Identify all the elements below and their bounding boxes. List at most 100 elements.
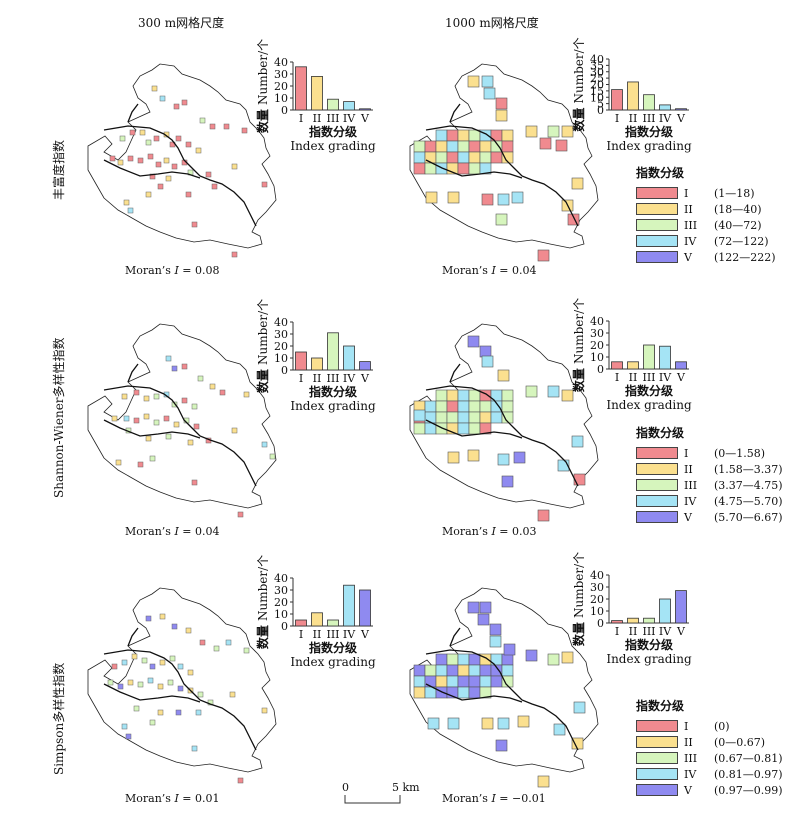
grid-cell: [165, 355, 172, 362]
grid-cell: [223, 123, 230, 130]
grid-cell: [195, 147, 202, 154]
bar: [327, 332, 339, 371]
grid-cell: [199, 639, 206, 646]
x-tick-label: IV: [659, 112, 672, 125]
grid-cell: [175, 709, 182, 716]
grid-cell: [111, 415, 118, 422]
legend-swatch: [636, 463, 678, 475]
bar: [359, 589, 371, 627]
bar: [311, 76, 323, 111]
grid-cell: [127, 155, 134, 162]
y-tick-label: 15: [590, 85, 604, 98]
grid-cell: [467, 601, 480, 614]
grid-cell: [481, 355, 494, 368]
y-axis-label: 数量 Number/个: [571, 298, 586, 392]
district-boundary: [103, 683, 201, 703]
grid-cell: [517, 715, 530, 728]
grid-cell: [171, 163, 178, 170]
y-tick-label: 30: [274, 584, 288, 597]
grid-cell: [177, 663, 184, 670]
grid-cell: [567, 213, 580, 226]
grid-cell: [539, 137, 552, 150]
grid-cell: [447, 717, 460, 730]
x-axis-label: 指数分级: [309, 640, 357, 655]
legend-swatch: [636, 495, 678, 507]
district-boundary: [449, 627, 461, 647]
grid-cell: [425, 191, 438, 204]
district-boundary: [103, 419, 201, 439]
grid-cell: [149, 663, 156, 670]
grid-cell: [191, 479, 198, 486]
grid-cell: [525, 649, 538, 662]
grid-cell: [501, 151, 514, 164]
bar: [675, 590, 687, 624]
grid-cell: [479, 162, 492, 175]
bar: [311, 612, 323, 627]
district-boundary: [449, 363, 461, 383]
grid-cell: [171, 365, 178, 372]
bar: [343, 345, 355, 371]
grid-cell: [269, 453, 276, 460]
grid-cell: [149, 455, 156, 462]
x-tick-label: IV: [659, 371, 672, 384]
x-tick-label: I: [615, 371, 619, 384]
grid-cell: [561, 389, 574, 402]
grid-cell: [133, 389, 140, 396]
grid-cell: [241, 127, 248, 134]
grid-cell: [525, 125, 538, 138]
grid-cell: [199, 117, 206, 124]
bar: [295, 619, 307, 627]
grid-cell: [145, 191, 152, 198]
grid-cell: [225, 639, 232, 646]
bar: [611, 89, 623, 111]
morans-i-label: Moran’s I = 0.01: [125, 792, 220, 805]
grid-cell: [537, 775, 550, 788]
grid-cell: [157, 683, 164, 690]
grid-cell: [191, 221, 198, 228]
y-tick-label: 5: [597, 98, 604, 111]
y-tick-label: 30: [274, 328, 288, 341]
grid-cell: [489, 623, 502, 636]
district-boundary: [449, 103, 461, 123]
grid-cell: [175, 135, 182, 142]
district-boundary: [425, 125, 579, 227]
y-tick-label: 0: [597, 104, 604, 117]
x-tick-label: V: [676, 112, 686, 125]
grid-cell: [495, 109, 508, 122]
district-map: [87, 587, 277, 784]
grid-cell: [211, 183, 218, 190]
grid-cell: [137, 461, 144, 468]
legend: 指数分级 I (1—18) II (18—40) III (40—72) IV (72—…: [636, 164, 776, 265]
grid-cell: [553, 723, 566, 736]
legend-item: IV (72—122): [636, 233, 776, 249]
grid-cell: [231, 163, 238, 170]
y-tick-label: 0: [281, 104, 288, 117]
legend-swatch: [636, 447, 678, 459]
bar: [659, 598, 671, 624]
x-axis-label-en: Index grading: [606, 398, 692, 412]
grid-cell: [481, 193, 494, 206]
legend-swatch: [636, 784, 678, 796]
x-tick-label: IV: [343, 372, 356, 385]
bar: [659, 104, 671, 111]
grid-cell: [555, 139, 568, 152]
x-axis-label-en: Index grading: [290, 655, 376, 669]
grid-cell: [187, 669, 194, 676]
bar: [611, 361, 623, 370]
grid-cell: [261, 441, 268, 448]
grid-cell: [143, 413, 150, 420]
legend-item: IV (0.81—0.97): [636, 766, 783, 782]
y-tick-label: 30: [274, 68, 288, 81]
x-tick-label: III: [326, 372, 339, 385]
y-tick-label: 25: [590, 72, 604, 85]
map-outline: [87, 63, 277, 249]
grid-cell: [181, 99, 188, 106]
grid-cell: [483, 87, 496, 100]
grid-cell: [497, 717, 510, 730]
legend-title: 指数分级: [636, 426, 685, 440]
legend: 指数分级 I (0) II (0—0.67) III (0.67—0.81) IV (0…: [636, 697, 783, 798]
y-tick-label: 10: [590, 91, 604, 104]
grid-cell: [525, 385, 538, 398]
bar: [343, 584, 355, 627]
